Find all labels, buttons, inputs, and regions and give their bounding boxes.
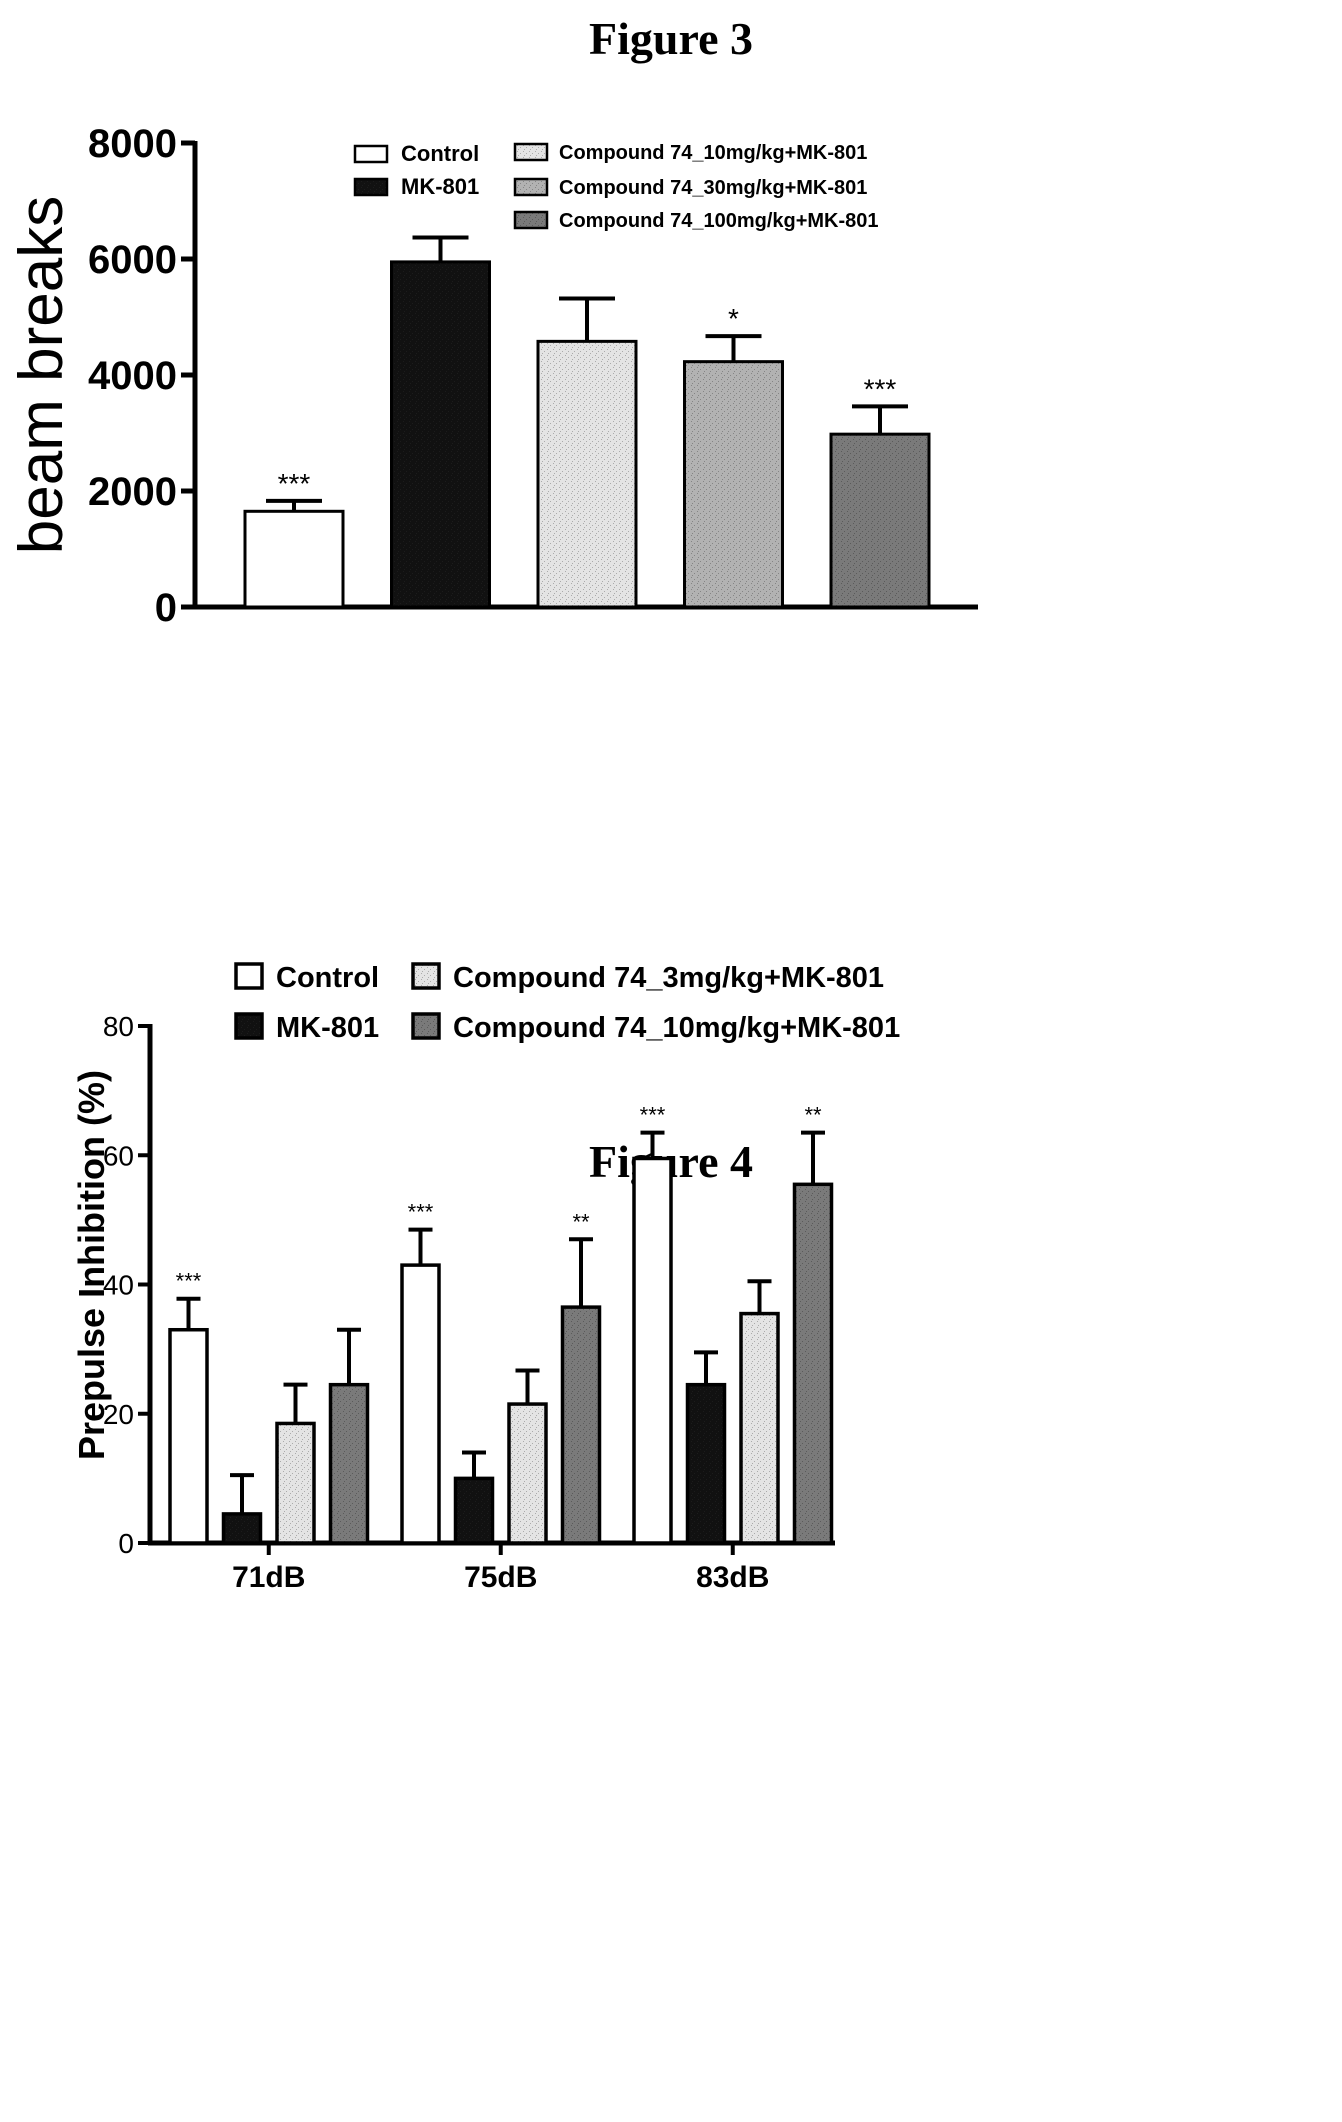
legend-label: Compound 74_10mg/kg+MK-801 (453, 1012, 900, 1044)
bar (739, 1311, 780, 1545)
legend-swatch (234, 962, 264, 990)
significance-label: * (728, 303, 739, 334)
y-tick-label: 8000 (88, 122, 177, 166)
legend-label: MK-801 (276, 1012, 379, 1044)
legend-swatch (353, 177, 389, 197)
legend-label: Control (401, 141, 479, 166)
legend-swatch (411, 962, 441, 990)
bar (168, 1327, 209, 1545)
y-tick-label: 80 (103, 1011, 134, 1042)
bar (328, 1382, 370, 1545)
legend-label: MK-801 (401, 174, 479, 199)
significance-label: *** (176, 1269, 202, 1294)
y-axis-label: beam breaks (7, 196, 76, 554)
legend-label: Compound 74_3mg/kg+MK-801 (453, 962, 884, 994)
significance-label: *** (640, 1103, 666, 1128)
bar (221, 1512, 263, 1545)
y-tick-label: 0 (118, 1528, 134, 1559)
bar (683, 360, 784, 609)
legend-label: Compound 74_10mg/kg+MK-801 (559, 142, 867, 164)
legend-swatch (353, 144, 389, 164)
y-tick-label: 0 (155, 586, 177, 630)
legend-swatch (411, 1012, 441, 1040)
y-tick-label: 20 (103, 1399, 134, 1430)
bar (829, 432, 931, 609)
bar (792, 1182, 834, 1545)
x-tick-label: 75dB (464, 1561, 537, 1594)
y-axis-label: Prepulse Inhibition (%) (71, 1070, 112, 1460)
bar (507, 1402, 548, 1545)
legend-label: Compound 74_100mg/kg+MK-801 (559, 210, 879, 232)
bar (632, 1156, 673, 1545)
x-tick-label: 83dB (696, 1561, 769, 1594)
legend-swatch (234, 1012, 264, 1040)
bar (536, 339, 638, 609)
figure-3-title: Figure 3 (589, 13, 753, 64)
legend-swatch (513, 210, 549, 230)
bar (400, 1263, 441, 1545)
y-tick-label: 2000 (88, 470, 177, 514)
legend-swatch (513, 142, 549, 162)
significance-label: ** (572, 1209, 590, 1234)
significance-label: *** (864, 373, 897, 404)
bar (453, 1476, 495, 1545)
legend-label: Compound 74_30mg/kg+MK-801 (559, 177, 867, 199)
y-tick-label: 4000 (88, 354, 177, 398)
bar (560, 1305, 602, 1545)
significance-label: *** (408, 1200, 434, 1225)
significance-label: ** (804, 1103, 822, 1128)
bar (390, 260, 491, 609)
y-tick-label: 60 (103, 1140, 134, 1171)
legend-label: Control (276, 962, 379, 994)
bar (243, 509, 345, 609)
bar (275, 1421, 316, 1545)
significance-label: *** (278, 468, 311, 499)
x-tick-label: 71dB (232, 1561, 305, 1594)
y-tick-label: 6000 (88, 238, 177, 282)
legend-swatch (513, 177, 549, 197)
y-tick-label: 40 (103, 1270, 134, 1301)
bar (685, 1382, 727, 1545)
